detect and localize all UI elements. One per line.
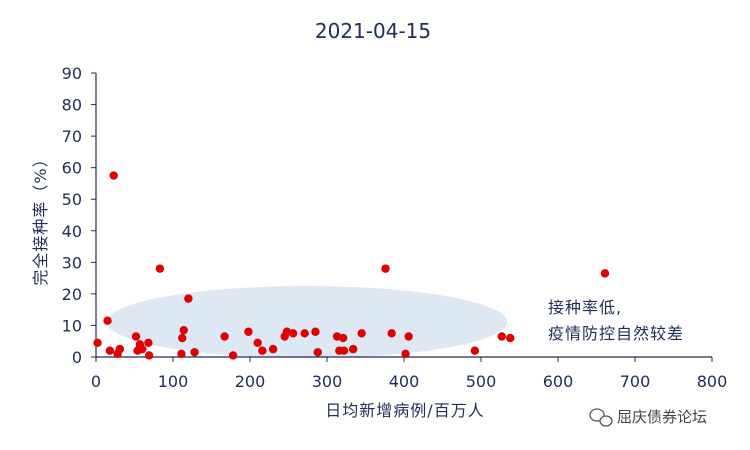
data-point <box>178 333 187 343</box>
y-tick-label: 20 <box>62 285 82 304</box>
x-axis-title: 日均新增病例/百万人 <box>325 401 484 420</box>
y-tick-label: 0 <box>72 348 82 367</box>
y-tick-label: 60 <box>62 159 82 178</box>
data-point <box>300 329 309 338</box>
x-axis: 0 100 200 300 400 500 600 700 800 <box>91 357 727 391</box>
x-tick-label: 600 <box>543 372 574 391</box>
data-point <box>105 346 115 355</box>
data-point <box>244 327 253 336</box>
y-tick-label: 10 <box>62 316 82 335</box>
data-point <box>131 332 141 341</box>
x-tick-label: 700 <box>620 372 651 391</box>
y-tick-label: 30 <box>62 253 82 272</box>
data-point <box>404 332 413 341</box>
wechat-icon <box>589 408 613 427</box>
x-tick-label: 0 <box>91 372 101 391</box>
data-point <box>470 346 480 355</box>
data-point <box>228 351 238 360</box>
x-tick-label: 800 <box>697 372 728 391</box>
x-tick-label: 200 <box>235 372 266 391</box>
data-point <box>506 333 515 343</box>
data-point <box>144 338 153 347</box>
data-point <box>348 344 358 354</box>
data-point <box>339 346 349 355</box>
data-point <box>155 264 165 273</box>
x-tick-label: 300 <box>312 372 343 391</box>
data-point <box>144 351 154 360</box>
data-point <box>288 329 298 338</box>
data-point <box>338 333 348 343</box>
data-point <box>103 316 112 325</box>
data-point <box>190 348 199 357</box>
data-point <box>401 349 410 359</box>
annotation-line-2: 疫情防控自然较差 <box>548 324 684 343</box>
y-tick-label: 80 <box>62 96 82 115</box>
data-point <box>179 325 188 335</box>
data-point <box>258 346 267 355</box>
y-tick-label: 90 <box>62 64 82 83</box>
chart-title: 2021-04-15 <box>315 19 431 43</box>
data-point <box>600 269 610 278</box>
data-point <box>115 344 125 354</box>
x-tick-label: 100 <box>158 372 189 391</box>
data-point <box>93 338 102 347</box>
highlight-ellipse <box>107 286 507 358</box>
data-point <box>220 332 229 341</box>
watermark-text: 屈庆债券论坛 <box>617 408 707 426</box>
annotation-line-1: 接种率低, <box>548 298 622 317</box>
y-tick-label: 40 <box>62 222 82 241</box>
y-axis: 0 10 20 30 40 50 60 70 80 90 <box>62 64 96 367</box>
data-point <box>497 332 506 341</box>
y-tick-label: 70 <box>62 127 82 146</box>
x-tick-label: 500 <box>466 372 497 391</box>
data-point <box>184 294 193 303</box>
y-axis-title: 完全接种率（%） <box>31 150 50 285</box>
watermark: 屈庆债券论坛 <box>589 408 707 427</box>
data-point <box>311 327 320 336</box>
data-point <box>109 171 118 180</box>
data-point <box>138 344 147 354</box>
data-point <box>313 348 322 357</box>
data-point <box>357 329 366 338</box>
y-tick-label: 50 <box>62 190 82 209</box>
data-point <box>381 264 390 273</box>
x-tick-label: 400 <box>389 372 420 391</box>
data-point <box>268 344 278 354</box>
data-points <box>93 171 610 360</box>
data-point <box>177 349 186 359</box>
data-point <box>387 329 396 338</box>
data-point <box>253 338 262 347</box>
